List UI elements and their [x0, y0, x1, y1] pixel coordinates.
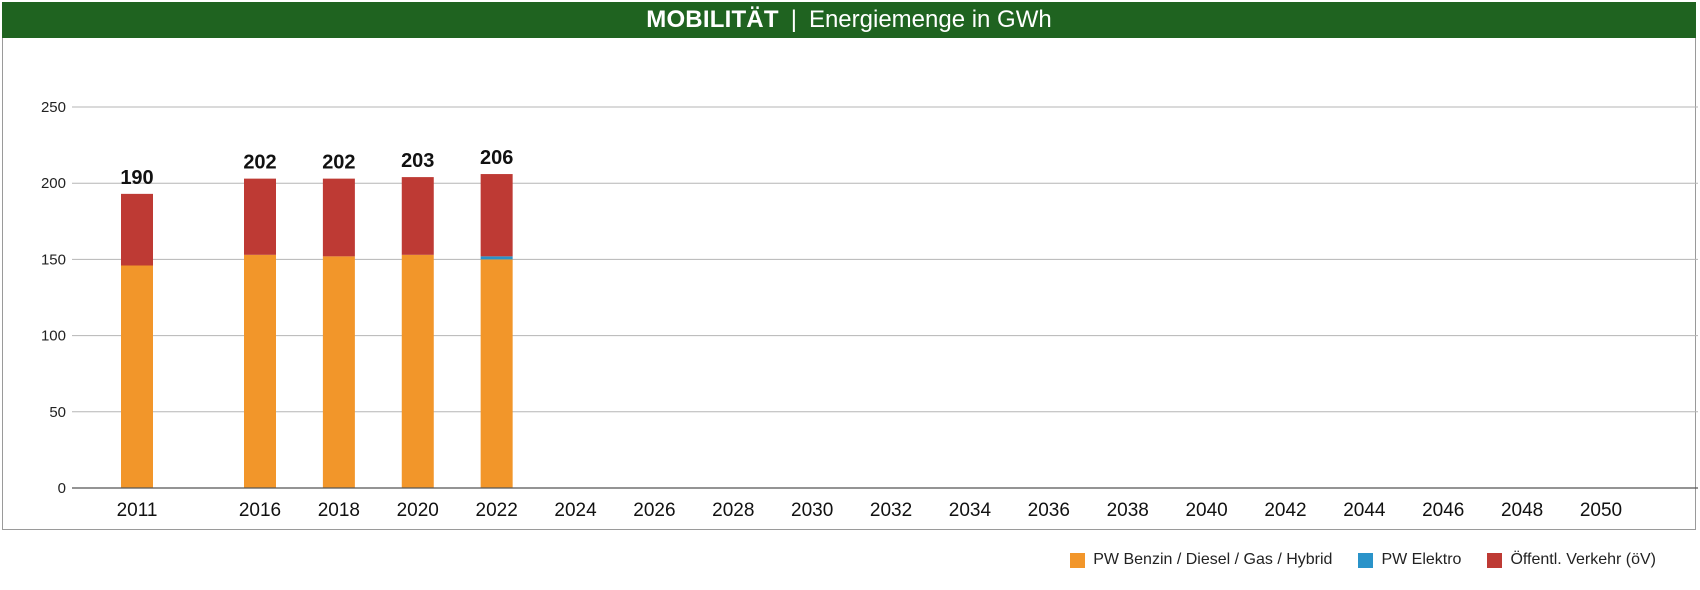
- bar-segment: [121, 193, 153, 266]
- x-tick-label: 2050: [1580, 500, 1622, 521]
- bar-segment: [244, 254, 276, 488]
- x-tick-label: 2032: [870, 500, 912, 521]
- title-separator: |: [790, 6, 797, 33]
- x-tick-label: 2040: [1185, 500, 1227, 521]
- y-tick-label: 50: [49, 404, 66, 421]
- legend-swatch: [1358, 552, 1374, 568]
- x-tick-label: 2038: [1107, 500, 1149, 521]
- y-tick-label: 250: [41, 99, 66, 116]
- legend-label: PW Benzin / Diesel / Gas / Hybrid: [1093, 551, 1333, 568]
- x-tick-label: 2044: [1343, 500, 1386, 521]
- chart-subtitle: Energiemenge in GWh: [808, 6, 1052, 33]
- gridlines: [72, 106, 1698, 413]
- x-tick-label: 2030: [791, 500, 833, 521]
- x-tick-label: 2048: [1501, 500, 1543, 521]
- x-axis-ticks: 2011 2016 2018 2020 2022 2024 2026 2028 2030 2032…: [117, 500, 1623, 521]
- bar-segment: [480, 256, 513, 260]
- legend-item: PW Benzin / Diesel / Gas / Hybrid: [1070, 551, 1332, 569]
- bar-segment: [121, 265, 153, 488]
- legend-swatch: [1487, 552, 1503, 568]
- data-label: 206: [480, 147, 513, 169]
- x-tick-label: 2028: [712, 500, 754, 521]
- data-label: 202: [322, 152, 355, 174]
- y-tick-label: 200: [41, 175, 66, 192]
- legend-label: Öffentl. Verkehr (öV): [1510, 551, 1656, 568]
- data-label: 190: [120, 167, 153, 189]
- data-labels: 190 202 202 203 206: [120, 147, 513, 189]
- y-tick-label: 100: [41, 328, 66, 345]
- x-tick-label: 2011: [117, 500, 158, 521]
- bar-chart: 0 50 100 150 200 250 2011 2016 2018 2020 2022 2024…: [41, 99, 1698, 521]
- x-tick-label: 2024: [554, 500, 597, 521]
- legend: PW Benzin / Diesel / Gas / Hybrid PW Elek…: [1044, 551, 1656, 569]
- data-label: 203: [401, 150, 434, 172]
- bar-segment: [401, 254, 434, 488]
- bars: [121, 174, 513, 488]
- bar-segment: [322, 256, 355, 488]
- x-tick-label: 2016: [239, 500, 281, 521]
- y-tick-label: 0: [58, 480, 66, 497]
- x-tick-label: 2046: [1422, 500, 1464, 521]
- y-axis-ticks: 0 50 100 150 200 250: [41, 99, 66, 497]
- chart-title: MOBILITÄT: [646, 6, 779, 33]
- bar-segment: [244, 178, 276, 255]
- bar-segment: [401, 177, 434, 255]
- y-tick-label: 150: [41, 251, 66, 268]
- legend-item: PW Elektro: [1358, 551, 1461, 569]
- bar-segment: [480, 174, 513, 257]
- legend-item: Öffentl. Verkehr (öV): [1487, 551, 1656, 569]
- x-tick-label: 2042: [1264, 500, 1306, 521]
- data-label: 202: [243, 152, 276, 174]
- legend-swatch: [1070, 552, 1086, 568]
- x-tick-label: 2034: [949, 500, 992, 521]
- bar-segment: [322, 178, 355, 257]
- x-tick-label: 2018: [318, 500, 360, 521]
- bar-segment: [480, 259, 513, 488]
- x-tick-label: 2036: [1028, 500, 1070, 521]
- chart-header: MOBILITÄT | Energiemenge in GWh: [2, 2, 1696, 38]
- x-tick-label: 2022: [476, 500, 518, 521]
- x-tick-label: 2020: [397, 500, 439, 521]
- legend-label: PW Elektro: [1381, 551, 1462, 568]
- x-tick-label: 2026: [633, 500, 675, 521]
